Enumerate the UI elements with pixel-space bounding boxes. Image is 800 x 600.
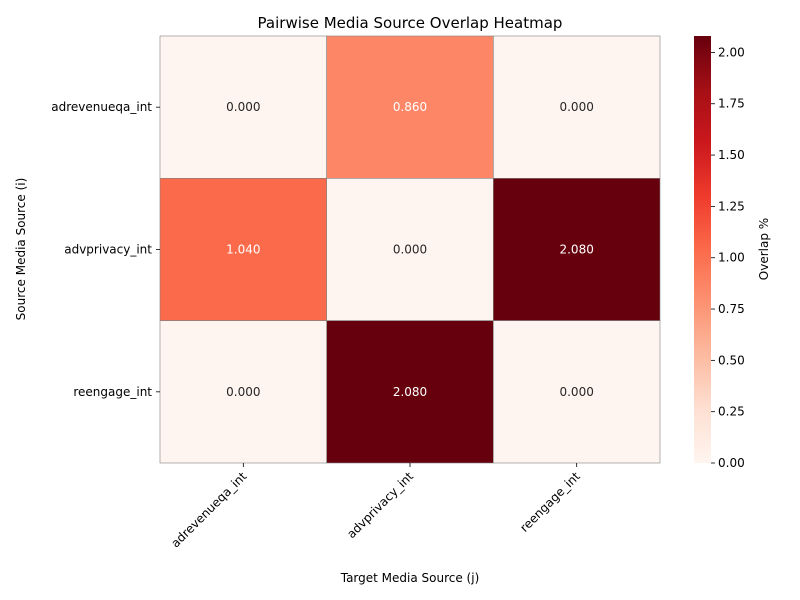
- x-tick-label: reengage_int: [517, 469, 583, 535]
- heatmap-cell: [493, 178, 661, 321]
- colorbar: [694, 36, 711, 463]
- cell-value-label: 0.000: [226, 100, 260, 114]
- heatmap-cell: [493, 35, 661, 179]
- cell-value-label: 0.000: [393, 243, 427, 257]
- colorbar-tick-label: 1.00: [718, 251, 745, 265]
- x-tick-labels: adrevenueqa_int advprivacy_int reengage_in…: [168, 463, 583, 550]
- heatmap-cell: [326, 320, 494, 464]
- colorbar-label: Overlap %: [757, 218, 771, 280]
- y-tick-label: reengage_int: [73, 385, 152, 399]
- cell-value-label: 2.080: [393, 385, 427, 399]
- cell-value-label: 0.000: [559, 385, 593, 399]
- colorbar-ticks: 0.00 0.25 0.50 0.75 1.00 1.25 1.50 1.75 2.00: [711, 45, 745, 470]
- colorbar-tick-label: 1.25: [718, 199, 745, 213]
- colorbar-tick-label: 0.75: [718, 302, 745, 316]
- cell-value-label: 0.000: [226, 385, 260, 399]
- cell-value-label: 2.080: [559, 243, 593, 257]
- heatmap-cell: [159, 35, 327, 179]
- cell-value-label: 1.040: [226, 243, 260, 257]
- colorbar-tick-label: 1.50: [718, 148, 745, 162]
- heatmap-cell: [326, 178, 494, 321]
- x-tick-label: adrevenueqa_int: [168, 469, 249, 550]
- y-axis-label: Source Media Source (i): [14, 178, 28, 321]
- y-tick-label: adrevenueqa_int: [51, 100, 152, 114]
- y-tick-labels: adrevenueqa_int advprivacy_int reengage_in…: [51, 100, 160, 399]
- colorbar-tick-label: 2.00: [718, 45, 745, 59]
- heatmap-cell: [326, 35, 494, 179]
- y-tick-label: advprivacy_int: [64, 243, 152, 257]
- colorbar-tick-label: 1.75: [718, 97, 745, 111]
- colorbar-tick-label: 0.50: [718, 353, 745, 367]
- cell-value-label: 0.000: [559, 100, 593, 114]
- colorbar-tick-label: 0.00: [718, 456, 745, 470]
- heatmap-cell: [159, 178, 327, 321]
- heatmap-cells: 0.000 0.860 0.000 1.040 0.000 2.080 0.000 2.080…: [159, 35, 661, 464]
- chart-title: Pairwise Media Source Overlap Heatmap: [258, 14, 563, 32]
- colorbar-tick-label: 0.25: [718, 405, 745, 419]
- x-axis-label: Target Media Source (j): [340, 571, 480, 585]
- x-tick-label: advprivacy_int: [344, 469, 416, 541]
- heatmap-cell: [159, 320, 327, 464]
- cell-value-label: 0.860: [393, 100, 427, 114]
